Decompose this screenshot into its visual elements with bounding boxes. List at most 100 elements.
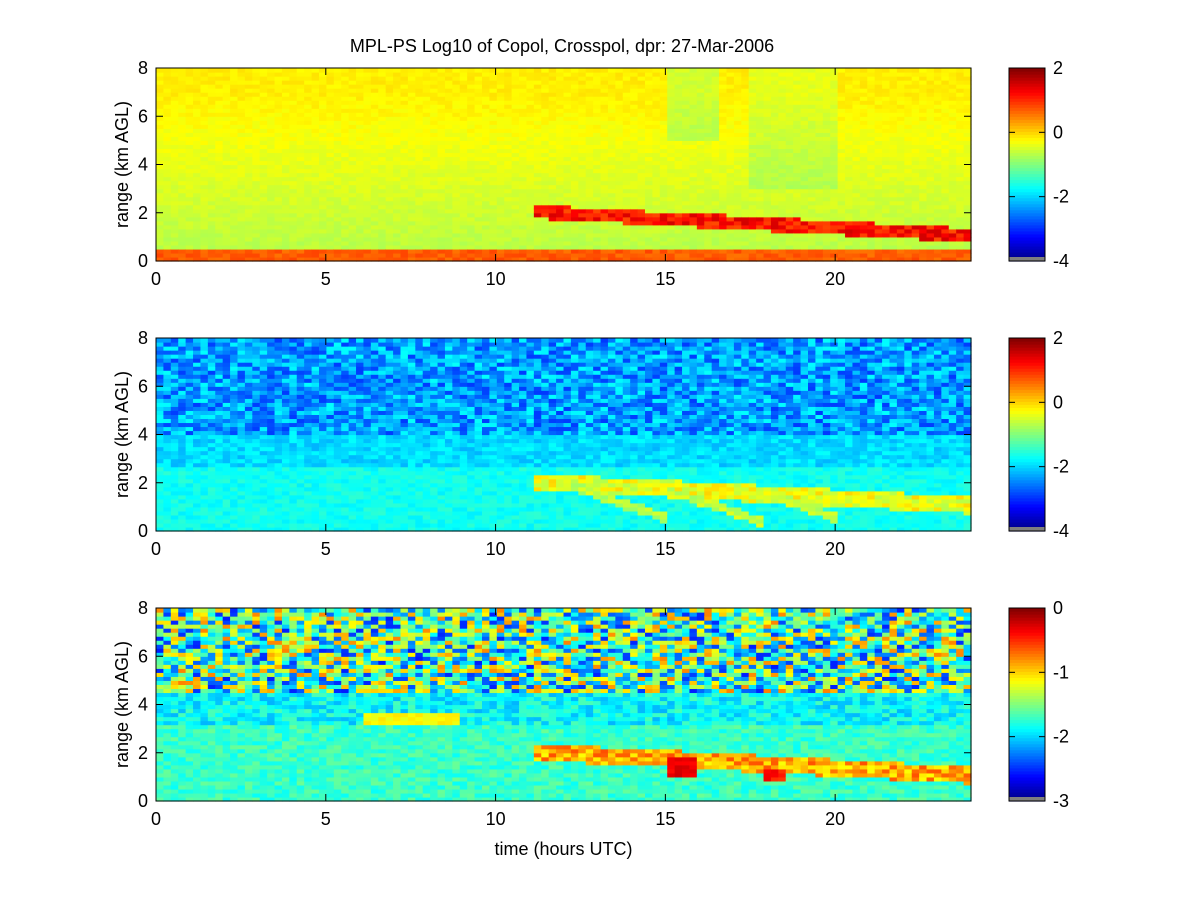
heatmap-cell — [170, 204, 179, 210]
heatmap-cell — [237, 120, 246, 125]
heatmap-cell — [874, 88, 883, 93]
heatmap-cell — [444, 248, 453, 254]
heatmap-cell — [556, 188, 565, 194]
heatmap-cell — [682, 236, 691, 242]
heatmap-cell — [311, 116, 320, 121]
heatmap-cell — [207, 76, 216, 81]
heatmap-cell — [215, 176, 224, 182]
heatmap-cell — [452, 88, 461, 93]
heatmap-cell — [289, 72, 298, 77]
heatmap-cell — [200, 104, 209, 109]
heatmap-cell — [756, 216, 765, 222]
heatmap-cell — [585, 116, 594, 121]
heatmap-cell — [281, 132, 290, 137]
heatmap-cell — [770, 104, 779, 109]
heatmap-cell — [370, 248, 379, 254]
heatmap-cell — [593, 236, 602, 242]
heatmap-cell — [837, 184, 846, 190]
heatmap-cell — [259, 188, 268, 194]
heatmap-cell — [785, 240, 794, 246]
heatmap-cell — [615, 240, 624, 246]
heatmap-cell — [341, 204, 350, 210]
heatmap-cell — [637, 248, 646, 254]
heatmap-cell — [452, 72, 461, 77]
heatmap-cell — [556, 244, 565, 250]
heatmap-cell — [319, 212, 328, 218]
heatmap-cell — [193, 232, 202, 238]
heatmap-cell — [570, 244, 579, 250]
heatmap-cell — [267, 80, 276, 85]
heatmap-cell — [185, 88, 194, 93]
heatmap-cell — [645, 180, 654, 186]
heatmap-cell — [370, 72, 379, 77]
heatmap-cell — [274, 196, 283, 202]
heatmap-cell — [378, 156, 387, 162]
heatmap-cell — [793, 92, 802, 97]
heatmap-cell — [252, 224, 261, 230]
heatmap-cell — [667, 248, 676, 254]
heatmap-cell — [459, 232, 468, 238]
heatmap-cell — [281, 196, 290, 202]
heatmap-cell — [911, 80, 920, 85]
heatmap-cell — [400, 72, 409, 77]
heatmap-cell — [378, 72, 387, 77]
heatmap-cell — [415, 172, 424, 178]
heatmap-cell — [563, 128, 572, 133]
heatmap-cell — [600, 104, 609, 109]
heatmap-cell — [444, 112, 453, 117]
heatmap-cell — [763, 224, 772, 230]
heatmap-cell — [541, 188, 550, 194]
heatmap-cell — [215, 116, 224, 121]
heatmap-cell — [156, 168, 165, 174]
heatmap-cell — [882, 128, 891, 133]
heatmap-cell — [763, 156, 772, 162]
heatmap-cell — [356, 108, 365, 113]
heatmap-cell — [163, 188, 172, 194]
heatmap-cell — [482, 204, 491, 210]
heatmap-cell — [407, 220, 416, 226]
heatmap-cell — [504, 252, 513, 258]
heatmap-cell — [711, 104, 720, 109]
heatmap-cell — [630, 184, 639, 190]
heatmap-cell — [496, 128, 505, 133]
heatmap-cell — [896, 152, 905, 158]
heatmap-cell — [726, 72, 735, 77]
heatmap-cell — [622, 188, 631, 194]
heatmap-cell — [726, 224, 735, 230]
heatmap-cell — [696, 136, 705, 141]
heatmap-cell — [859, 192, 868, 198]
heatmap-cell — [296, 216, 305, 222]
heatmap-cell — [415, 244, 424, 250]
heatmap-cell — [578, 200, 587, 206]
heatmap-cell — [459, 72, 468, 77]
heatmap-cell — [452, 240, 461, 246]
heatmap-cell — [304, 160, 313, 166]
heatmap-cell — [785, 184, 794, 190]
heatmap-cell — [259, 108, 268, 113]
heatmap-cell — [563, 80, 572, 85]
heatmap-cell — [474, 140, 483, 145]
heatmap-cell — [778, 116, 787, 121]
heatmap-cell — [867, 200, 876, 206]
heatmap-cell — [845, 252, 854, 258]
heatmap-cell — [704, 200, 713, 206]
heatmap-cell — [578, 144, 587, 150]
heatmap-cell — [430, 128, 439, 133]
heatmap-cell — [556, 148, 565, 154]
heatmap-cell — [356, 84, 365, 89]
heatmap-cell — [741, 240, 750, 246]
heatmap-cell — [393, 152, 402, 158]
heatmap-cell — [348, 232, 357, 238]
heatmap-cell — [548, 100, 557, 105]
heatmap-cell — [593, 224, 602, 230]
heatmap-cell — [252, 156, 261, 162]
heatmap-cell — [482, 132, 491, 137]
heatmap-cell — [185, 236, 194, 242]
heatmap-cell — [370, 240, 379, 246]
heatmap-cell — [630, 72, 639, 77]
heatmap-cell — [763, 100, 772, 105]
heatmap-cell — [311, 232, 320, 238]
heatmap-cell — [600, 112, 609, 117]
heatmap-cell — [289, 212, 298, 218]
heatmap-cell — [578, 224, 587, 230]
